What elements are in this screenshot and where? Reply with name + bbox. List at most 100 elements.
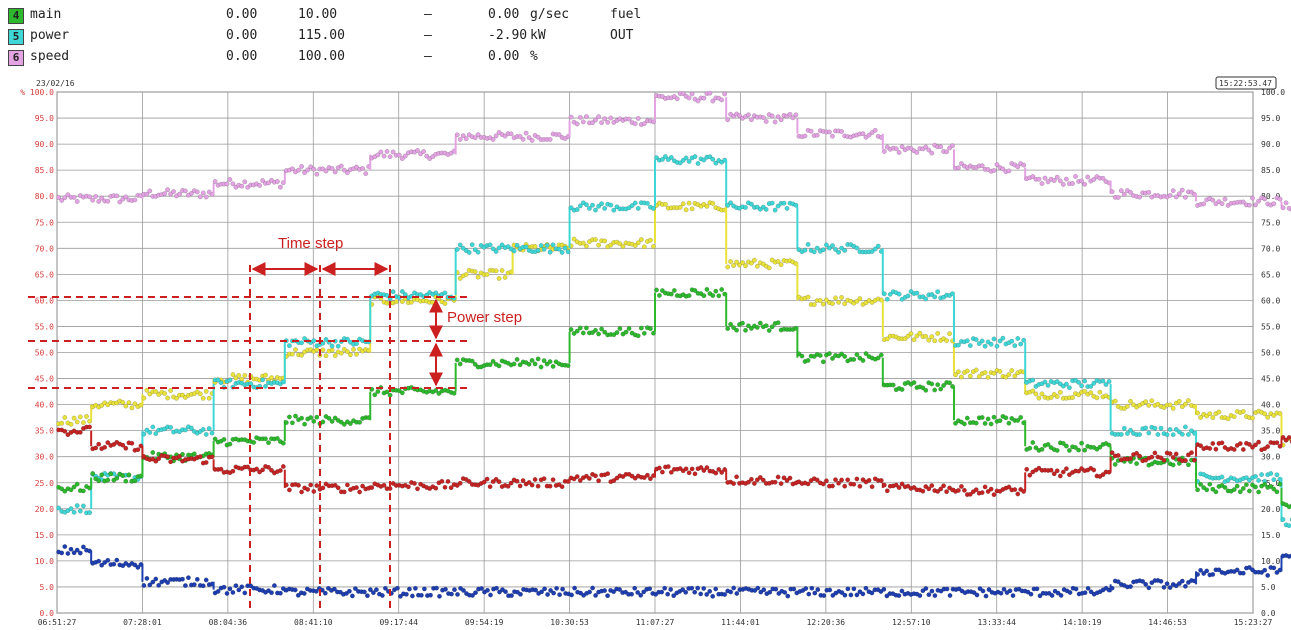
y-tick-right: 45.0 [1261,375,1280,384]
series-point [457,480,463,486]
series-point [668,154,674,160]
series-point [1195,410,1201,416]
series-point [526,135,532,141]
series-point [944,149,949,155]
series-point [529,137,535,143]
series-point [596,242,601,248]
series-point [457,275,463,281]
series-point [1030,377,1036,383]
series-point [651,330,656,336]
series-point [203,194,209,200]
series-point [99,403,105,408]
series-point [541,246,547,252]
series-point [557,592,562,598]
series-point [1000,335,1006,341]
series-point [484,476,490,482]
series-point [71,550,77,556]
series-point [1028,591,1034,597]
series-point [1195,487,1201,493]
series-point [704,203,710,209]
series-point [686,159,692,164]
series-point [469,358,475,364]
series-point [165,187,171,193]
series-point [508,131,514,137]
series-point [988,486,994,492]
series-point [746,479,751,485]
series-point [611,478,617,483]
series-point [893,482,899,488]
series-point [1009,368,1015,373]
series-point [707,154,713,160]
series-point [680,157,686,163]
series-point [611,207,617,213]
series-point [150,450,156,455]
series-point [472,135,478,141]
series-point [123,403,129,409]
series-point [1149,580,1155,586]
x-tick: 15:23:27 [1234,618,1273,627]
series-point [1164,432,1170,438]
series-point [168,388,174,393]
x-tick: 14:46:53 [1148,618,1187,627]
series-point [1240,409,1246,414]
series-point [660,156,665,162]
series-point [526,361,532,367]
series-point [1262,567,1268,573]
series-point [905,293,911,299]
series-point [1186,398,1191,403]
series-point [455,592,460,597]
series-point [90,471,96,476]
series-point [929,483,935,488]
series-point [749,476,754,482]
series-point [299,163,304,169]
series-point [808,128,814,134]
series-point [443,586,448,592]
series-point [1152,450,1158,456]
series-point [1128,189,1133,195]
chart-date: 23/02/16 [36,79,75,88]
series-point [1183,457,1188,463]
series-point [973,337,979,342]
series-point [191,582,197,587]
series-point [87,194,93,200]
series-point [269,467,274,473]
series-point [351,347,356,352]
legend-name: speed [30,49,70,64]
series-point [956,369,961,375]
series-point [772,119,778,125]
series-point [1149,454,1155,460]
series-point [994,162,1000,168]
series-point [428,592,433,598]
series-point [135,565,141,570]
series-point [1067,447,1072,453]
series-point [227,441,233,447]
series-point [929,150,935,156]
series-point [923,586,929,591]
series-point [390,149,396,155]
series-point [299,415,304,421]
series-point [1256,478,1262,483]
series-point [144,191,150,197]
series-point [1097,389,1103,395]
series-point [1186,462,1191,468]
series-point [584,114,589,120]
series-point [956,165,961,171]
series-point [734,327,739,333]
series-point [857,296,863,301]
series-point [820,359,826,365]
series-point [59,550,65,556]
series-point [830,133,835,139]
series-point [683,207,689,213]
series-point [686,200,692,206]
series-point [574,474,580,479]
series-point [1033,445,1039,451]
series-point [144,427,150,433]
series-point [899,588,905,594]
series-point [602,329,608,335]
series-point [354,485,359,490]
series-point [472,269,478,275]
series-point [973,367,979,373]
series-point [728,589,734,595]
series-point [347,421,353,426]
series-point [299,489,304,495]
